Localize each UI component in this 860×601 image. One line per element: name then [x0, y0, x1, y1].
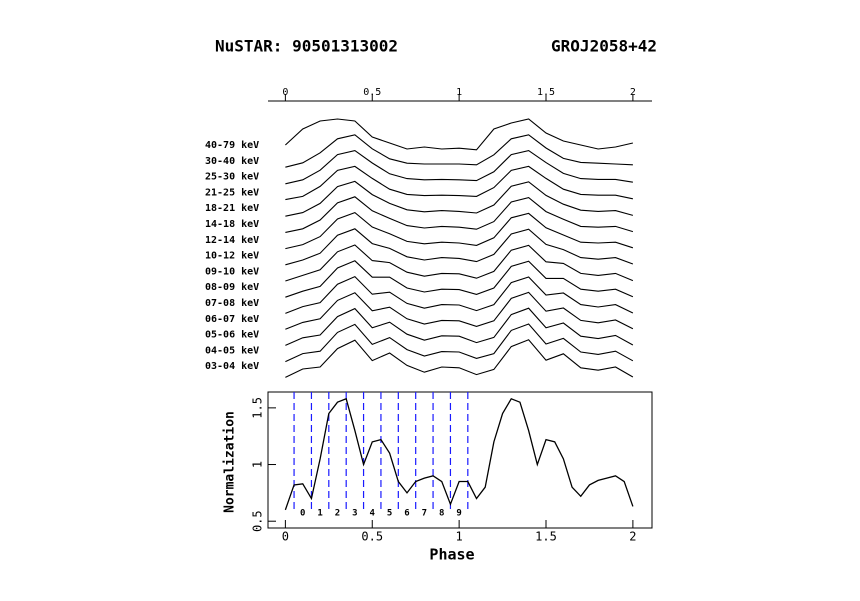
- series-label: 07-08 keV: [205, 298, 259, 309]
- x-tick-label: 1: [456, 87, 462, 98]
- region-label: 2: [335, 509, 340, 519]
- series-label: 30-40 keV: [205, 156, 259, 167]
- x-axis-label: Phase: [429, 546, 474, 564]
- series-label: 09-10 keV: [205, 266, 259, 277]
- y-tick-label: 0.5: [251, 510, 265, 532]
- region-label: 4: [370, 509, 376, 519]
- series-label: 25-30 keV: [205, 172, 259, 183]
- profile-line: [285, 307, 634, 346]
- x-tick-label: 0.5: [363, 87, 381, 98]
- x-tick-label: 2: [629, 530, 636, 544]
- x-tick-label: 0.5: [361, 530, 383, 544]
- profile-line: [285, 228, 634, 266]
- profile-line: [285, 339, 634, 378]
- series-label: 21-25 keV: [205, 187, 259, 198]
- region-label: 0: [300, 509, 305, 519]
- x-tick-label: 0: [282, 530, 289, 544]
- profile-line: [285, 134, 633, 168]
- x-tick-label: 0: [282, 87, 288, 98]
- region-label: 6: [404, 509, 409, 519]
- title: NuSTAR: 90501313002: [215, 37, 398, 56]
- profile-line: [285, 196, 634, 233]
- profile-line: [285, 323, 634, 363]
- x-tick-label: 2: [630, 87, 636, 98]
- y-axis-label: Normalization: [223, 411, 238, 513]
- plot-frame: [267, 391, 653, 529]
- subtitle: GROJ2058+42: [551, 37, 657, 56]
- profile-line: [285, 211, 634, 250]
- series-label: 05-06 keV: [205, 330, 259, 341]
- profile-line: [285, 150, 633, 185]
- series-label: 12-14 keV: [205, 235, 259, 246]
- region-label: 1: [317, 509, 322, 519]
- profile-line: [285, 165, 633, 201]
- series-label: 10-12 keV: [205, 251, 259, 262]
- series-label: 08-09 keV: [205, 282, 259, 293]
- profile-line: [285, 275, 634, 314]
- series-label: 04-05 keV: [205, 345, 259, 356]
- region-label: 7: [422, 509, 427, 519]
- profile-line: [285, 180, 634, 217]
- profile-line: [285, 118, 634, 151]
- profile-line: [285, 260, 634, 298]
- profile-line: [284, 397, 634, 511]
- x-tick-label: 1.5: [535, 530, 557, 544]
- region-label: 9: [456, 509, 461, 519]
- x-tick-label: 1.5: [537, 87, 555, 98]
- y-tick-label: 1: [251, 461, 265, 468]
- region-label: 3: [352, 509, 357, 519]
- y-tick-label: 1.5: [251, 397, 265, 419]
- series-label: 03-04 keV: [205, 361, 259, 372]
- series-label: 40-79 keV: [205, 140, 259, 151]
- series-label: 06-07 keV: [205, 314, 259, 325]
- profile-line: [285, 244, 634, 282]
- series-label: 14-18 keV: [205, 219, 259, 230]
- profile-line: [285, 291, 634, 330]
- x-tick-label: 1: [456, 530, 463, 544]
- series-label: 18-21 keV: [205, 203, 259, 214]
- region-label: 8: [439, 509, 444, 519]
- region-label: 5: [387, 509, 392, 519]
